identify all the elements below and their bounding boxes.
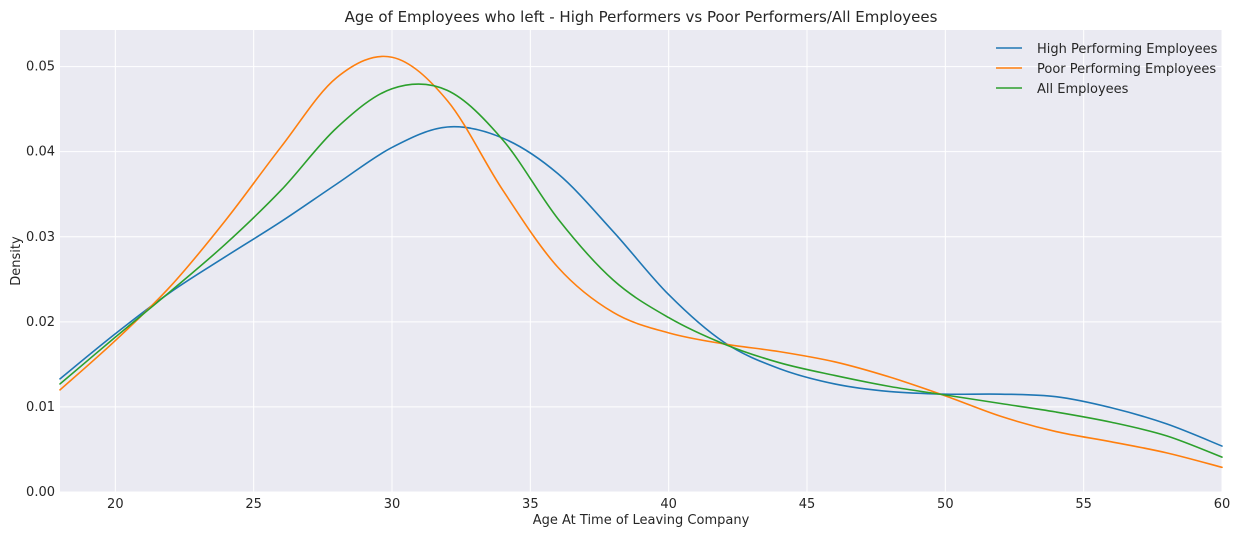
x-tick-label: 60 — [1214, 497, 1231, 512]
x-tick-label: 55 — [1075, 497, 1092, 512]
x-tick-label: 50 — [937, 497, 954, 512]
x-axis-label: Age At Time of Leaving Company — [533, 513, 750, 528]
x-tick-label: 30 — [384, 497, 401, 512]
y-tick-label: 0.00 — [26, 485, 55, 500]
y-tick-label: 0.04 — [26, 145, 55, 160]
series-lines — [59, 55, 1223, 469]
x-tick-label: 20 — [107, 497, 124, 512]
y-tick-label: 0.05 — [26, 60, 55, 75]
x-axis-ticks: 20 25 30 35 40 45 50 55 60 — [107, 497, 1230, 512]
legend-entry-label: Poor Performing Employees — [1037, 62, 1216, 77]
y-axis-label: Density — [9, 236, 24, 286]
x-tick-label: 40 — [660, 497, 677, 512]
x-tick-label: 25 — [245, 497, 262, 512]
legend-entry-label: High Performing Employees — [1037, 42, 1218, 57]
series-line-3 — [59, 83, 1223, 458]
legend-entry-label: All Employees — [1037, 82, 1129, 97]
x-tick-label: 35 — [522, 497, 539, 512]
y-tick-label: 0.01 — [26, 400, 55, 415]
plot-area — [60, 30, 1222, 492]
x-tick-label: 45 — [799, 497, 816, 512]
legend: High Performing Employees Poor Performing… — [996, 42, 1218, 97]
chart-title: Age of Employees who left - High Perform… — [345, 8, 938, 26]
y-axis-ticks: 0.00 0.01 0.02 0.03 0.04 0.05 — [26, 60, 55, 500]
y-tick-label: 0.02 — [26, 315, 55, 330]
series-line-2 — [59, 55, 1223, 469]
series-line-1 — [59, 125, 1223, 447]
grid — [60, 30, 1223, 493]
y-tick-label: 0.03 — [26, 230, 55, 245]
